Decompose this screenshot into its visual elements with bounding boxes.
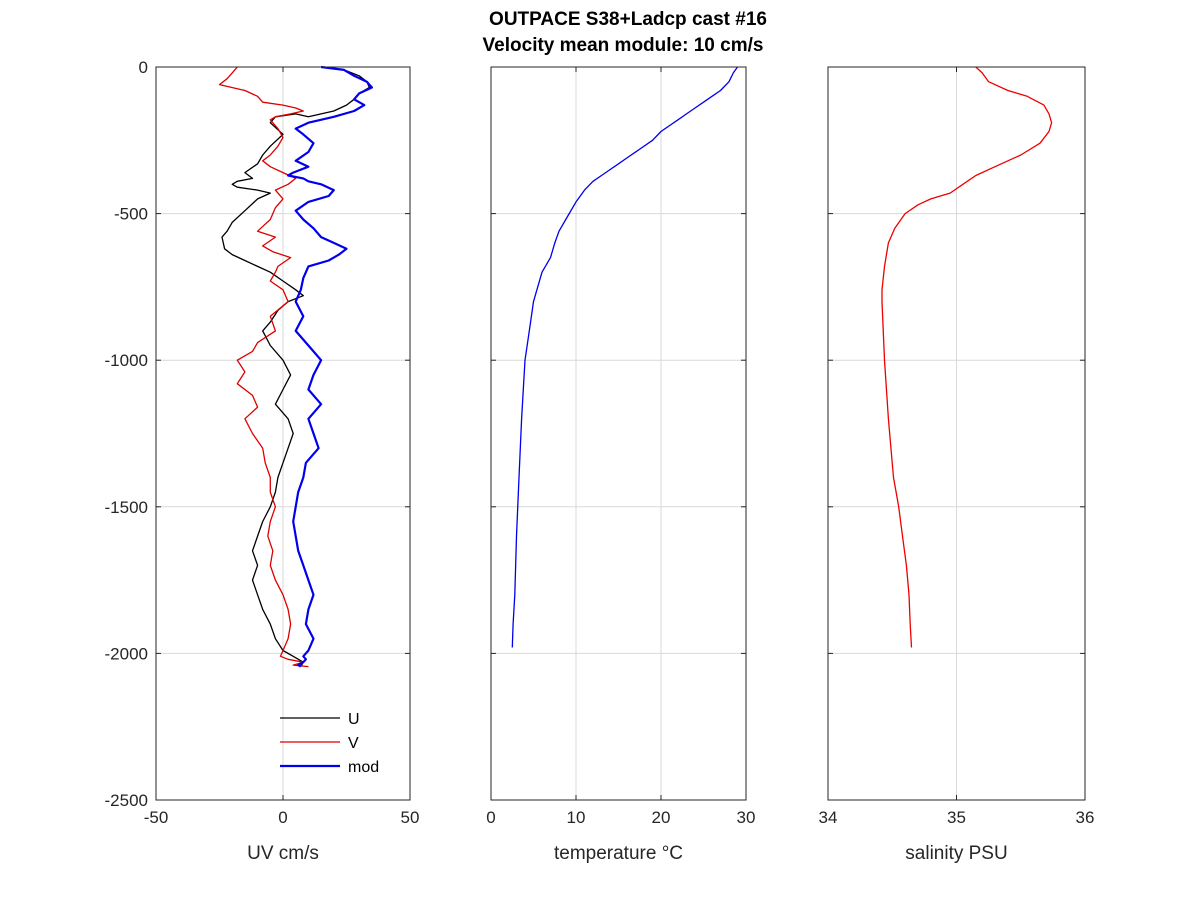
- temperature-axes-box: [490, 66, 747, 801]
- salinity-x-axis-label: salinity PSU: [905, 843, 1007, 864]
- velocity-y-tick-label: -2500: [105, 791, 148, 810]
- velocity-x-tick-label: -50: [144, 808, 169, 827]
- temperature-x-tick-label: 20: [652, 808, 671, 827]
- legend-label-mod: mod: [348, 759, 379, 776]
- temperature-x-tick-label: 10: [567, 808, 586, 827]
- velocity-y-tick-label: 0: [139, 58, 148, 77]
- temperature-panel: 0 10 20 30 temperature °C: [486, 66, 756, 864]
- salinity-x-tick-label: 35: [947, 808, 966, 827]
- salinity-series-profile: [881, 66, 1053, 648]
- velocity-y-tick-label: -500: [114, 205, 148, 224]
- salinity-panel: 34 35 36 salinity PSU: [819, 66, 1095, 864]
- velocity-y-tick-label: -1000: [105, 351, 148, 370]
- velocity-series-v: [218, 66, 309, 668]
- velocity-series-u: [221, 66, 371, 667]
- figure-title-line-1: OUTPACE S38+Ladcp cast #16: [489, 9, 767, 30]
- velocity-y-tick-label: -1500: [105, 498, 148, 517]
- velocity-y-tick-label: -2000: [105, 644, 148, 663]
- velocity-x-tick-label: 50: [401, 808, 420, 827]
- legend-label-u: U: [348, 711, 360, 728]
- temperature-x-tick-label: 30: [737, 808, 756, 827]
- velocity-x-axis-label: UV cm/s: [247, 843, 319, 864]
- salinity-x-tick-label: 36: [1076, 808, 1095, 827]
- legend-label-v: V: [348, 735, 359, 752]
- temperature-x-tick-label: 0: [486, 808, 495, 827]
- figure-title-line-2: Velocity mean module: 10 cm/s: [483, 35, 764, 56]
- salinity-x-tick-label: 34: [819, 808, 838, 827]
- temperature-x-axis-label: temperature °C: [554, 843, 683, 864]
- temperature-series-profile: [511, 66, 739, 648]
- velocity-x-tick-label: 0: [278, 808, 287, 827]
- velocity-series-mod: [287, 65, 373, 668]
